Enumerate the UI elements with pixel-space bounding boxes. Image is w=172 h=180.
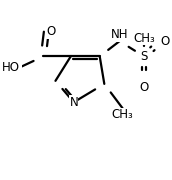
Text: O: O [139, 81, 149, 94]
Text: CH₃: CH₃ [133, 32, 155, 45]
FancyBboxPatch shape [139, 80, 148, 94]
Text: O: O [46, 26, 56, 39]
FancyBboxPatch shape [112, 108, 133, 121]
Text: O: O [161, 35, 170, 48]
Text: S: S [140, 50, 148, 63]
Text: HO: HO [2, 61, 20, 74]
FancyBboxPatch shape [45, 25, 54, 39]
FancyBboxPatch shape [159, 34, 168, 48]
Text: N: N [69, 96, 78, 109]
FancyBboxPatch shape [112, 28, 127, 42]
Text: NH: NH [111, 28, 128, 41]
FancyBboxPatch shape [7, 60, 22, 74]
FancyBboxPatch shape [134, 31, 154, 45]
FancyBboxPatch shape [139, 50, 148, 63]
FancyBboxPatch shape [69, 95, 78, 109]
Text: CH₃: CH₃ [112, 108, 133, 121]
